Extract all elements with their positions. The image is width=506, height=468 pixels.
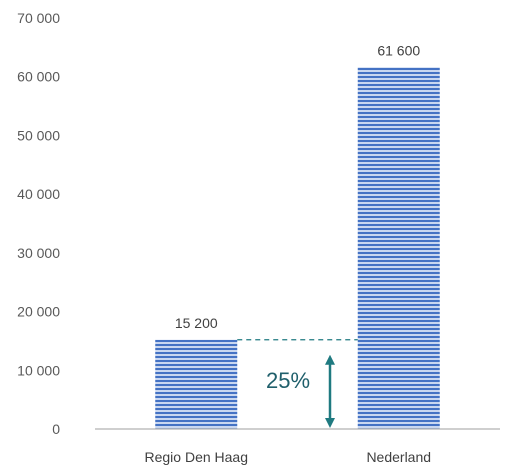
bar-regio-den-haag — [155, 339, 238, 429]
y-axis: 0 10 000 20 000 30 000 40 000 50 000 60 000 70 … — [17, 10, 60, 437]
percentage-annotation: 25% — [266, 368, 310, 393]
x-axis: Regio Den Haag Nederland — [95, 428, 500, 465]
y-tick-label: 50 000 — [17, 127, 60, 143]
data-label: 15 200 — [175, 315, 218, 331]
annotation: 25% — [237, 339, 358, 428]
y-tick-label: 0 — [52, 421, 60, 437]
x-tick-label: Regio Den Haag — [144, 449, 248, 465]
y-tick-label: 40 000 — [17, 186, 60, 202]
x-tick-label: Nederland — [366, 449, 431, 465]
y-tick-label: 10 000 — [17, 362, 60, 378]
y-tick-label: 20 000 — [17, 304, 60, 320]
bar-nederland — [357, 67, 440, 429]
y-tick-label: 30 000 — [17, 245, 60, 261]
data-label: 61 600 — [377, 42, 420, 58]
y-tick-label: 70 000 — [17, 10, 60, 26]
bars: 15 200 61 600 — [155, 42, 440, 429]
y-tick-label: 60 000 — [17, 69, 60, 85]
